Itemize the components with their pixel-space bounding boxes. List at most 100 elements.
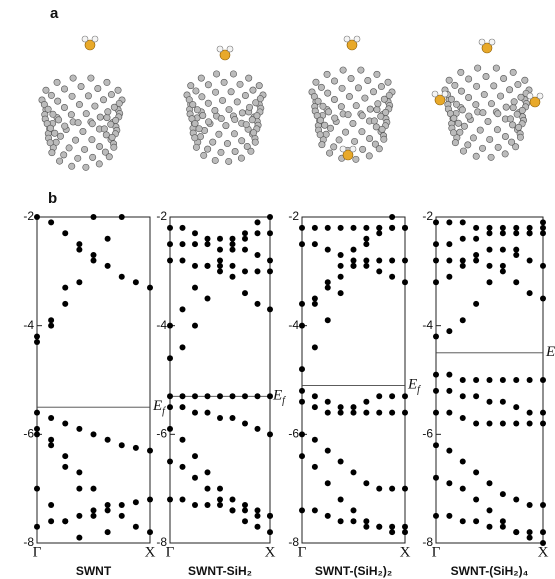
y-tick-label: -2 — [156, 209, 167, 223]
carbon-atom — [111, 104, 117, 110]
carbon-atom — [221, 79, 227, 85]
carbon-atom — [503, 104, 509, 110]
band-point — [180, 393, 186, 399]
carbon-atom — [216, 131, 222, 137]
band-point — [351, 257, 357, 263]
band-point — [433, 241, 439, 247]
band-point — [48, 518, 54, 524]
band-point — [48, 437, 54, 443]
carbon-atom — [248, 148, 254, 154]
carbon-atom — [200, 112, 206, 118]
band-point — [76, 426, 82, 432]
band-point — [167, 426, 173, 432]
carbon-atom — [340, 67, 346, 73]
x-tick-label: Γ — [298, 544, 307, 560]
carbon-atom — [483, 73, 489, 79]
band-point — [487, 263, 493, 269]
band-point — [500, 230, 506, 236]
band-point — [105, 507, 111, 513]
band-point — [325, 480, 331, 486]
band-point — [242, 502, 248, 508]
band-point — [460, 459, 466, 465]
band-point — [351, 247, 357, 253]
carbon-atom — [381, 136, 387, 142]
band-point — [180, 241, 186, 247]
band-point — [487, 480, 493, 486]
carbon-atom — [115, 87, 121, 93]
carbon-atom — [198, 75, 204, 81]
carbon-atom — [458, 88, 464, 94]
band-point — [500, 518, 506, 524]
carbon-atom — [366, 135, 372, 141]
band-point — [167, 404, 173, 410]
band-point — [312, 225, 318, 231]
band-point — [167, 257, 173, 263]
carbon-atom — [238, 138, 244, 144]
carbon-atom — [375, 101, 381, 107]
band-point — [230, 415, 236, 421]
band-point — [299, 323, 305, 329]
hydrogen-atom — [350, 146, 356, 152]
carbon-atom — [212, 89, 218, 95]
carbon-atom — [250, 87, 256, 93]
band-point — [34, 334, 40, 340]
y-tick-label: -2 — [422, 209, 433, 223]
carbon-atom — [315, 98, 321, 104]
carbon-atom — [201, 152, 207, 158]
carbon-atom — [80, 128, 86, 134]
band-point — [192, 230, 198, 236]
carbon-atom — [485, 118, 491, 124]
carbon-atom — [96, 143, 102, 149]
band-point — [460, 317, 466, 323]
carbon-atom — [106, 154, 112, 160]
carbon-atom — [225, 158, 231, 164]
band-point — [338, 274, 344, 280]
band-point — [402, 410, 408, 416]
band-point — [299, 366, 305, 372]
band-point — [299, 388, 305, 394]
x-tick-label: X — [538, 544, 549, 560]
band-point — [312, 437, 318, 443]
carbon-atom — [205, 100, 211, 106]
band-point — [500, 377, 506, 383]
carbon-atom — [497, 93, 503, 99]
band-point — [230, 393, 236, 399]
carbon-atom — [460, 148, 466, 154]
fermi-symbol: E — [545, 344, 555, 360]
carbon-atom — [105, 109, 111, 115]
band-point — [500, 524, 506, 530]
band-point — [473, 257, 479, 263]
carbon-atom — [502, 133, 508, 139]
band-point — [192, 453, 198, 459]
carbon-atom — [351, 138, 357, 144]
band-point — [527, 535, 533, 541]
carbon-atom — [246, 104, 252, 110]
band-point — [460, 257, 466, 263]
carbon-atom — [76, 101, 82, 107]
carbon-atom — [205, 82, 211, 88]
band-point — [402, 225, 408, 231]
band-point — [255, 268, 261, 274]
band-point — [487, 507, 493, 513]
fermi-label: Ef — [407, 377, 421, 396]
band-point — [446, 219, 452, 225]
band-point — [192, 285, 198, 291]
band-point — [242, 236, 248, 242]
carbon-atom — [480, 109, 486, 115]
band-point — [389, 410, 395, 416]
band-point — [217, 236, 223, 242]
x-tick-label: X — [265, 544, 276, 560]
band-point — [325, 513, 331, 519]
band-point — [338, 410, 344, 416]
carbon-atom — [72, 137, 78, 143]
band-point — [34, 486, 40, 492]
band-point — [402, 524, 408, 530]
band-point — [76, 535, 82, 541]
carbon-atom — [109, 134, 115, 140]
band-point — [242, 518, 248, 524]
band-point — [325, 247, 331, 253]
band-point — [267, 257, 273, 263]
carbon-atom — [204, 146, 210, 152]
carbon-atom — [242, 92, 248, 98]
carbon-atom — [459, 107, 465, 113]
